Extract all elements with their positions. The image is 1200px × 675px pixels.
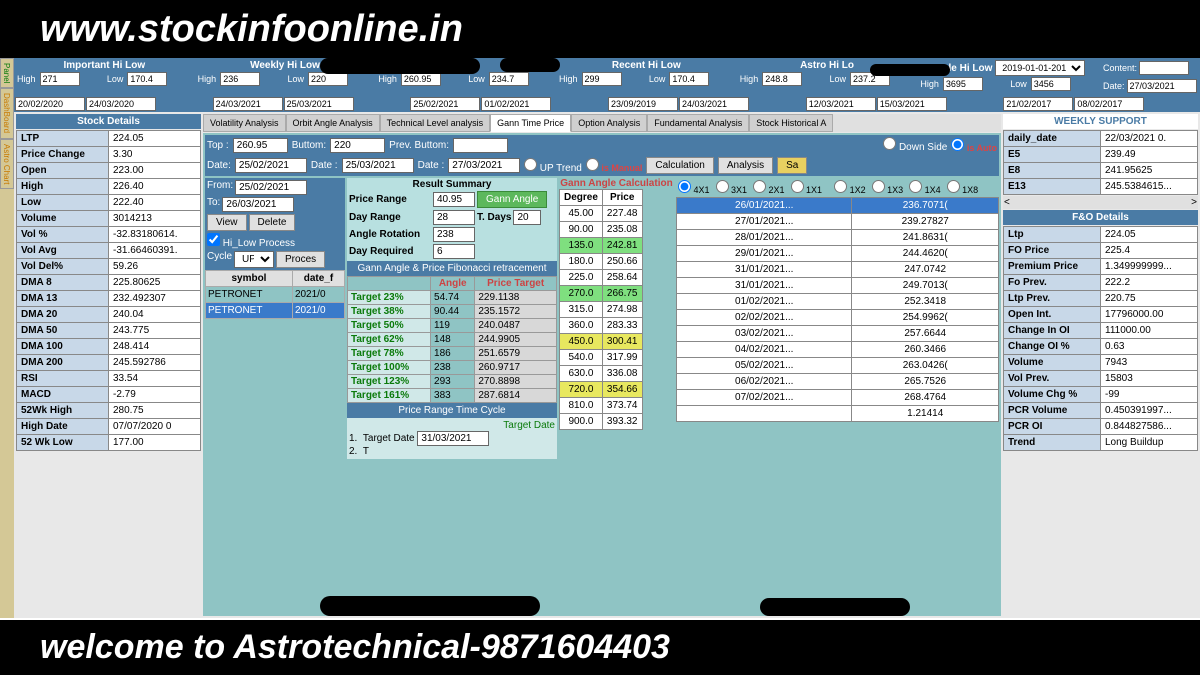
prtc-header: Price Range Time Cycle xyxy=(347,403,557,418)
fo-details-table: Ltp224.05FO Price225.4Premium Price1.349… xyxy=(1003,226,1198,451)
fib-table: AnglePrice Target Target 23%54.74229.113… xyxy=(347,276,557,403)
prev-buttom-label: Prev. Buttom: xyxy=(389,140,449,151)
date2-input[interactable] xyxy=(342,158,414,173)
blob-decoration xyxy=(870,64,950,76)
stock-details-table: LTP224.05Price Change3.30Open223.00High2… xyxy=(16,130,201,451)
day-req-input[interactable] xyxy=(433,244,475,259)
date-label-1: Date: xyxy=(207,160,231,171)
date-list-table[interactable]: 26/01/2021...236.7071(27/01/2021...239.2… xyxy=(676,197,999,422)
stock-details-col: Stock Details LTP224.05Price Change3.30O… xyxy=(16,114,201,616)
result-col: Result Summary Price RangeGann Angle Day… xyxy=(347,178,557,459)
ratio-radios: 4X1 3X1 2X1 1X1 1X2 1X3 1X4 1X8 xyxy=(676,178,999,197)
top-banner: www.stockinfoonline.in xyxy=(0,0,1200,58)
top-form-row2: Date: Date : Date : UP Trend is Manual C… xyxy=(205,155,999,176)
right-col: WEEKLY SUPPORT daily_date22/03/2021 0.E5… xyxy=(1003,114,1198,616)
uptrend-radio[interactable] xyxy=(524,158,537,171)
top-input[interactable] xyxy=(233,138,288,153)
day-range-input[interactable] xyxy=(433,210,475,225)
fromto-col: From: To: ViewDelete Hi_Low Process Cycl… xyxy=(205,178,345,459)
target-date-input[interactable] xyxy=(417,431,489,446)
top-form-row1: Top : Buttom: Prev. Buttom: Down Side is… xyxy=(205,135,999,155)
symbol-table[interactable]: symboldate_f PETRONET2021/0 PETRONET2021… xyxy=(205,270,345,319)
date1-input[interactable] xyxy=(235,158,307,173)
stock-details-header: Stock Details xyxy=(16,114,201,129)
tab-technical-level-analysis[interactable]: Technical Level analysis xyxy=(380,114,491,132)
blob-decoration xyxy=(760,598,910,616)
tab-option-analysis[interactable]: Option Analysis xyxy=(571,114,647,132)
angle-rot-input[interactable] xyxy=(433,227,475,242)
side-tabs: Panel DashBoard Astro Chart xyxy=(0,58,14,618)
blob-decoration xyxy=(320,58,480,74)
date3-input[interactable] xyxy=(448,158,520,173)
weekly-support-header: WEEKLY SUPPORT xyxy=(1003,114,1198,129)
tab-stock-historical-a[interactable]: Stock Historical A xyxy=(749,114,833,132)
cycle-select[interactable]: UP xyxy=(234,251,274,268)
analysis-button[interactable]: Analysis xyxy=(718,157,773,174)
sa-button[interactable]: Sa xyxy=(777,157,807,174)
tab-volatility-analysis[interactable]: Volatility Analysis xyxy=(203,114,286,132)
prev-buttom-input[interactable] xyxy=(453,138,508,153)
tab-orbit-angle-analysis[interactable]: Orbit Angle Analysis xyxy=(286,114,380,132)
buttom-label: Buttom: xyxy=(292,140,326,151)
ismanual-radio[interactable] xyxy=(586,158,599,171)
weekly-support-table: daily_date22/03/2021 0.E5239.49E8241.956… xyxy=(1003,130,1198,195)
tab-fundamental-analysis[interactable]: Fundamental Analysis xyxy=(647,114,749,132)
center-col: Volatility AnalysisOrbit Angle AnalysisT… xyxy=(203,114,1001,616)
date-label-2: Date : xyxy=(311,160,338,171)
hilow-header: Important Hi Low High LowWeekly Hi Low H… xyxy=(14,58,1200,96)
view-button[interactable]: View xyxy=(207,214,247,231)
side-tab-panel[interactable]: Panel xyxy=(0,58,14,88)
fib-header: Gann Angle & Price Fibonacci retracement xyxy=(347,261,557,276)
bottom-banner: welcome to Astrotechnical-9871604403 xyxy=(0,620,1200,675)
gann-deg-col: Gann Angle Calculation DegreePrice 45.00… xyxy=(559,178,674,459)
from-input[interactable] xyxy=(235,180,307,195)
blob-decoration xyxy=(500,58,560,72)
datelist-col: 4X1 3X1 2X1 1X1 1X2 1X3 1X4 1X8 26/01/20… xyxy=(676,178,999,459)
scroll-left-icon[interactable]: < xyxy=(1004,197,1010,208)
symbol-row: PETRONET2021/0 xyxy=(206,287,345,303)
delete-button[interactable]: Delete xyxy=(249,214,296,231)
hilow-dates xyxy=(14,96,1200,112)
downside-radio[interactable] xyxy=(883,137,896,150)
scroll-right-icon[interactable]: > xyxy=(1191,197,1197,208)
price-range-input[interactable] xyxy=(433,192,475,207)
gann-deg-table: DegreePrice 45.00227.4890.00235.08135.02… xyxy=(559,189,643,430)
gann-angle-button[interactable]: Gann Angle xyxy=(477,191,547,208)
blob-decoration xyxy=(320,596,540,616)
buttom-input[interactable] xyxy=(330,138,385,153)
top-label: Top : xyxy=(207,140,229,151)
date-label-3: Date : xyxy=(418,160,445,171)
tdays-input[interactable] xyxy=(513,210,541,225)
analysis-tabs: Volatility AnalysisOrbit Angle AnalysisT… xyxy=(203,114,1001,132)
to-input[interactable] xyxy=(222,197,294,212)
symbol-row: PETRONET2021/0 xyxy=(206,303,345,319)
hilow-process-check[interactable] xyxy=(207,233,220,246)
proces-button[interactable]: Proces xyxy=(276,251,325,268)
gann-panel: Top : Buttom: Prev. Buttom: Down Side is… xyxy=(203,133,1001,616)
side-tab-dashboard[interactable]: DashBoard xyxy=(0,88,14,138)
side-tab-astro[interactable]: Astro Chart xyxy=(0,139,14,189)
fo-details-header: F&O Details xyxy=(1003,210,1198,225)
calculation-button[interactable]: Calculation xyxy=(646,157,713,174)
tab-gann-time-price[interactable]: Gann Time Price xyxy=(490,114,571,132)
app-window: Panel DashBoard Astro Chart Important Hi… xyxy=(0,58,1200,618)
isauto-radio[interactable] xyxy=(951,138,964,151)
